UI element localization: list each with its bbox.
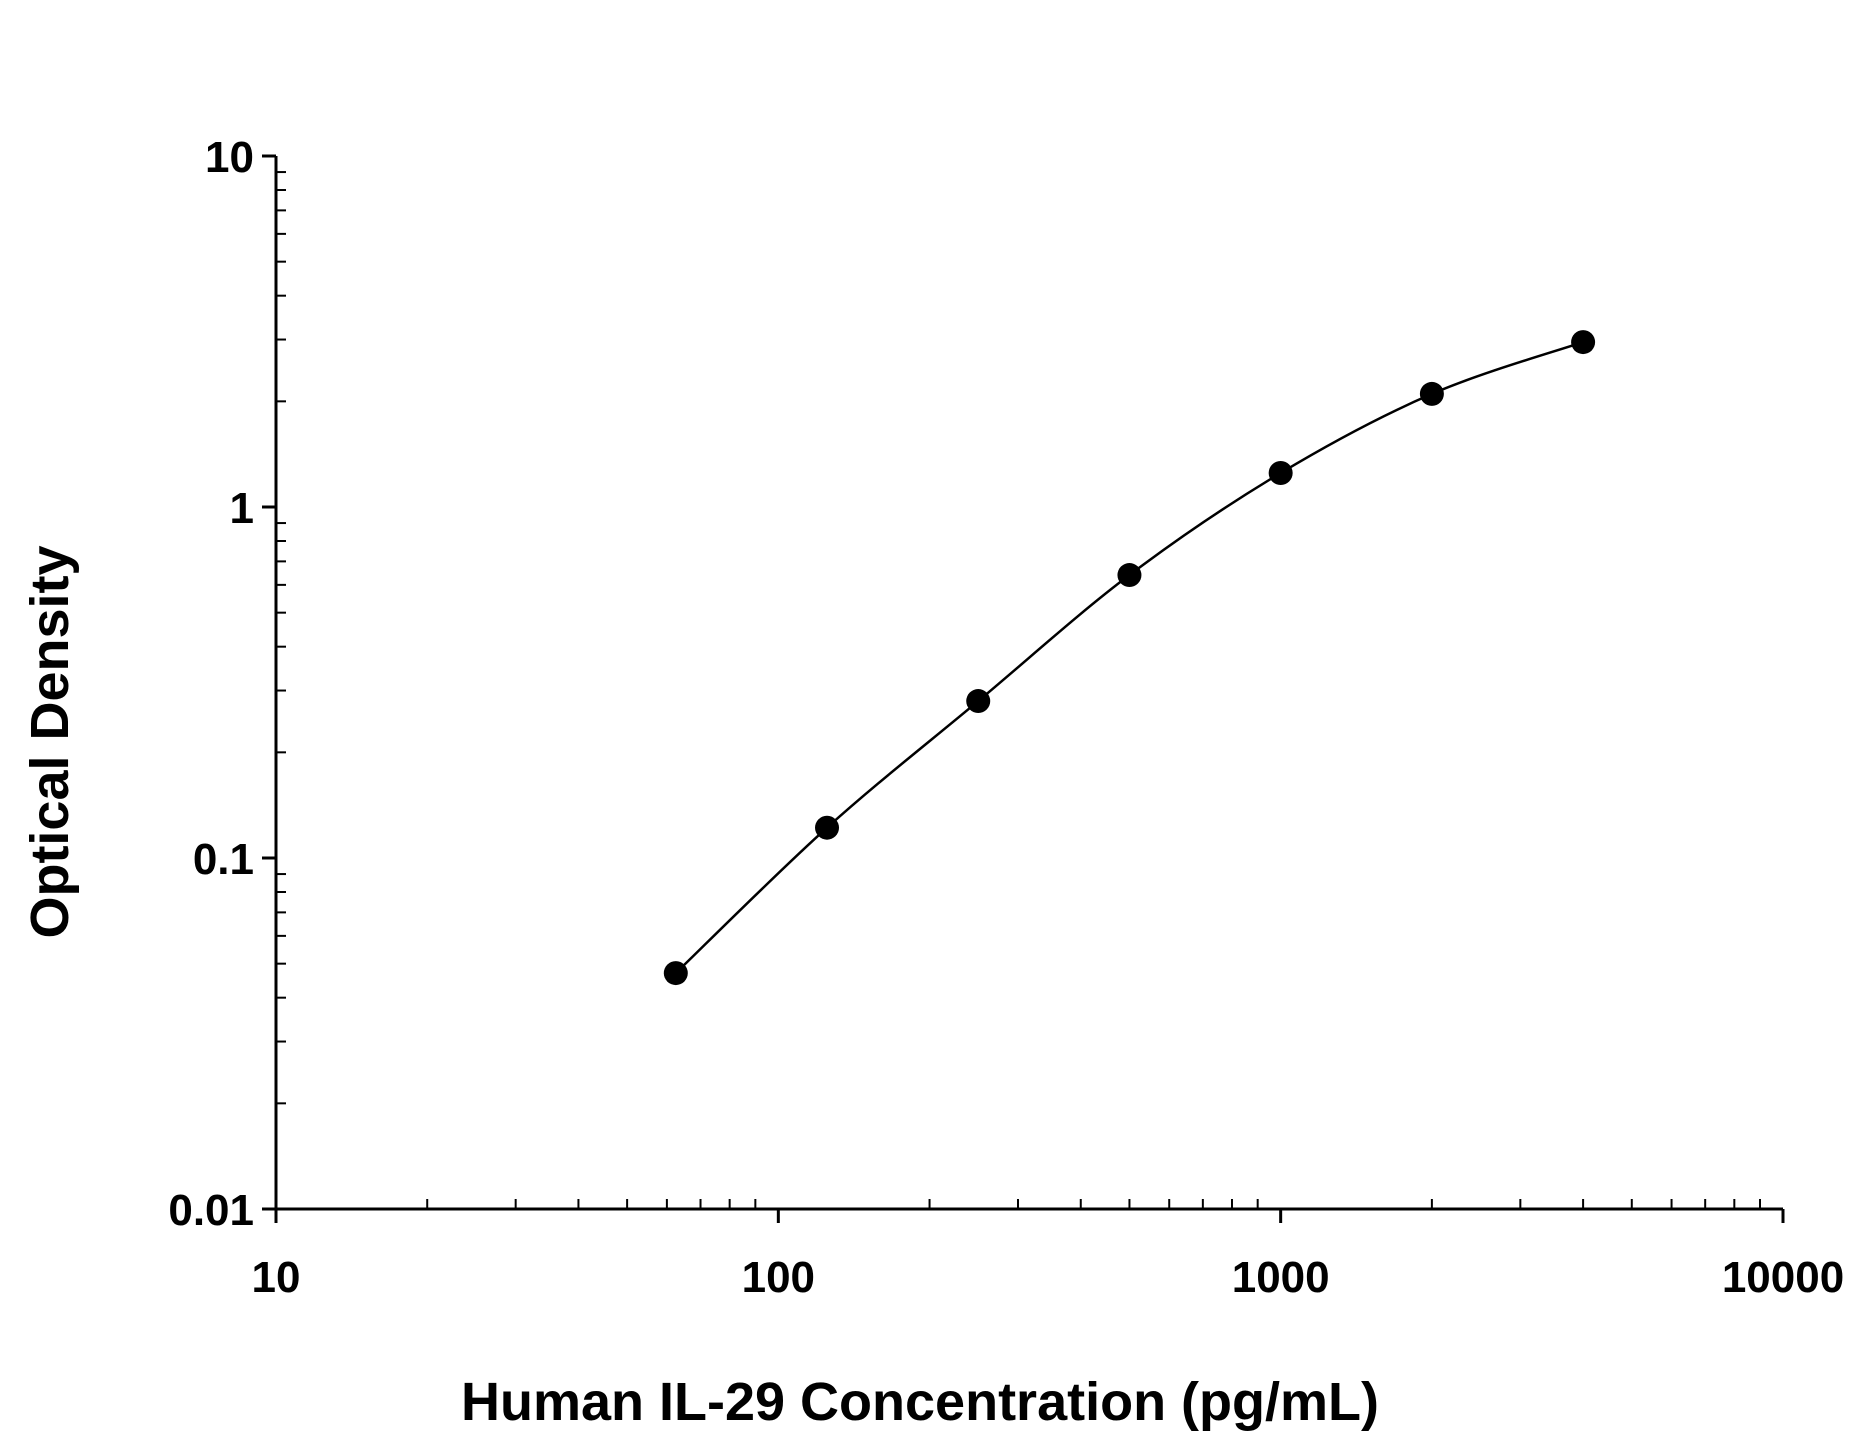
data-point (1571, 330, 1596, 355)
y-tick-label: 10 (205, 133, 254, 182)
y-tick-labels: 0.01 0.1 1 10 (168, 133, 254, 1235)
data-points (663, 330, 1596, 986)
data-point (1117, 563, 1142, 588)
data-point (815, 815, 840, 840)
x-major-ticks (274, 1209, 1785, 1223)
data-point (1268, 460, 1293, 485)
data-point (663, 961, 688, 986)
x-tick-label: 100 (742, 1253, 815, 1302)
fit-curve (674, 340, 1584, 974)
x-axis-title: Human IL-29 Concentration (pg/mL) (461, 1372, 1379, 1432)
x-minor-ticks (426, 1199, 1762, 1209)
y-tick-label: 0.01 (168, 1186, 254, 1235)
y-tick-label: 1 (230, 484, 254, 533)
y-axis-title: Optical Density (20, 545, 80, 938)
data-point (1419, 381, 1444, 406)
x-tick-labels: 10 100 1000 10000 (252, 1253, 1845, 1302)
x-tick-label: 10000 (1722, 1253, 1844, 1302)
y-minor-ticks (276, 171, 286, 1105)
x-tick-label: 1000 (1232, 1253, 1330, 1302)
x-tick-label: 10 (252, 1253, 301, 1302)
data-point (966, 689, 991, 714)
y-tick-label: 0.1 (193, 835, 254, 884)
y-major-ticks (262, 154, 276, 1211)
